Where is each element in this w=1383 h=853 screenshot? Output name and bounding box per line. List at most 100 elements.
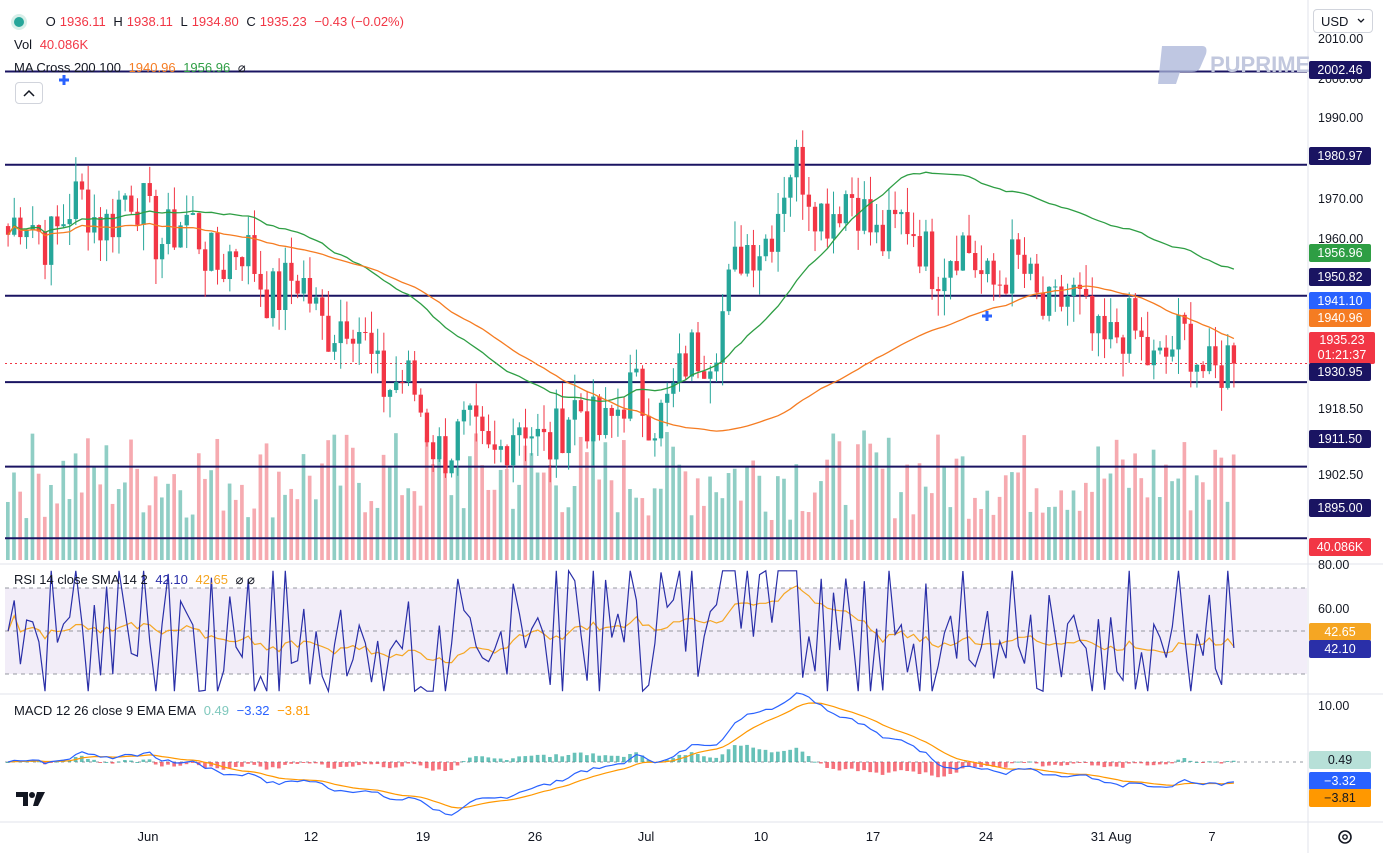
macd-histogram-bar <box>406 762 411 764</box>
volume-bar <box>923 486 928 560</box>
macd-histogram-bar <box>991 762 996 767</box>
tradingview-logo[interactable] <box>16 790 46 813</box>
volume-bar <box>628 488 632 560</box>
macd-histogram-bar <box>578 752 583 762</box>
rsi-visibility-icon[interactable]: ⌀ ⌀ <box>235 572 255 587</box>
candle-body <box>597 396 602 436</box>
volume-bar <box>55 503 59 560</box>
eye-icon[interactable]: ⌀ <box>237 60 246 75</box>
candle-body <box>554 408 559 460</box>
macd-histogram-bar <box>843 762 848 770</box>
candle-body <box>320 297 325 316</box>
volume-bar <box>862 430 866 560</box>
volume-bar <box>1213 449 1218 560</box>
macd-histogram-bar <box>683 755 688 762</box>
volume-bar <box>350 447 355 560</box>
rsi-legend[interactable]: RSI 14 close SMA 14 2 42.10 42.65 ⌀ ⌀ <box>14 572 259 588</box>
volume-bar <box>548 465 552 560</box>
candle-body <box>880 224 885 252</box>
puprime-logo: PUPRIME <box>1150 38 1310 97</box>
macd-histogram-bar <box>665 759 669 762</box>
volume-bar <box>252 508 257 560</box>
volume-bar <box>1151 449 1156 560</box>
volume-bar <box>652 488 657 560</box>
macd-histogram-bar <box>523 756 528 762</box>
volume-bar <box>486 489 491 560</box>
candle-body <box>628 372 633 419</box>
candle-body <box>344 321 350 339</box>
volume-bar <box>745 467 749 560</box>
settings-gear-icon[interactable] <box>1336 828 1354 851</box>
macd-histogram-bar <box>800 751 805 762</box>
macd-histogram-bar <box>203 762 207 769</box>
volume-bar <box>917 463 922 560</box>
candle-body <box>991 260 996 285</box>
macd-signal-tag: −3.81 <box>1309 789 1371 807</box>
collapse-legend-button[interactable] <box>15 82 43 104</box>
macd-histogram-bar <box>1133 762 1137 764</box>
volume-bar <box>178 490 183 560</box>
macd-histogram-bar <box>973 762 977 768</box>
candle-body <box>430 442 436 460</box>
volume-bar <box>529 453 534 560</box>
volume-bar <box>511 508 515 560</box>
macd-histogram-bar <box>160 762 164 767</box>
volume-bar <box>769 519 774 560</box>
candle-body <box>1170 349 1175 357</box>
volume-bar <box>1120 459 1125 560</box>
volume-bar <box>695 478 700 560</box>
macd-histogram-bar <box>603 755 608 762</box>
volume-bar <box>172 474 176 560</box>
volume-bar <box>868 443 873 560</box>
macd-histogram-bar <box>289 762 294 764</box>
x-axis-label: 10 <box>753 829 769 844</box>
macd-histogram-bar <box>394 762 398 768</box>
macd-histogram-bar <box>437 762 441 770</box>
ma-legend[interactable]: MA Cross 200 100 1940.96 1956.96 ⌀ <box>14 60 250 76</box>
macd-line <box>7 692 1234 816</box>
change-value: −0.43 (−0.02%) <box>314 14 404 29</box>
volume-bar <box>966 518 971 560</box>
macd-histogram-bar <box>332 762 337 769</box>
volume-bar <box>437 448 441 560</box>
macd-histogram-bar <box>480 756 484 762</box>
volume-bar <box>36 473 41 560</box>
x-axis-label: 31 <box>1090 829 1106 844</box>
macd-histogram-bar <box>622 756 626 762</box>
volume-bar <box>73 453 78 560</box>
close-label: C <box>246 14 256 29</box>
candle-body <box>79 181 85 190</box>
volume-bar <box>209 470 213 560</box>
candle-body <box>548 432 553 460</box>
volume-bar <box>258 454 263 560</box>
candle-body <box>116 199 122 238</box>
macd-histogram-bar <box>1040 762 1045 767</box>
macd-histogram-bar <box>806 756 811 762</box>
candle-body <box>61 224 66 227</box>
level-tag-1911: 1911.50 <box>1309 430 1371 448</box>
x-axis-label: 24 <box>978 829 994 844</box>
candle-body <box>948 261 953 278</box>
volume-bar <box>474 433 478 560</box>
macd-histogram-bar <box>264 762 269 770</box>
macd-histogram-bar <box>880 762 885 775</box>
candle-body <box>67 219 72 225</box>
volume-bar <box>431 464 435 560</box>
ma-cross-marker <box>982 311 992 321</box>
macd-histogram-bar <box>270 762 275 768</box>
macd-histogram-bar <box>1090 762 1094 766</box>
volume-bar <box>997 496 1002 560</box>
candle-body <box>646 415 651 441</box>
volume-bar <box>61 460 66 560</box>
candle-body <box>504 446 510 466</box>
macd-histogram-bar <box>6 762 10 763</box>
candle-body <box>541 428 547 433</box>
macd-histogram-bar <box>116 761 121 763</box>
macd-signal-value: −3.81 <box>277 703 311 718</box>
ma-line-orange <box>7 222 1235 432</box>
currency-select[interactable]: USD <box>1313 9 1373 33</box>
level-tag-1895: 1895.00 <box>1309 499 1371 517</box>
macd-legend[interactable]: MACD 12 26 close 9 EMA EMA 0.49 −3.32 −3… <box>14 703 314 719</box>
volume-bar <box>461 508 466 560</box>
